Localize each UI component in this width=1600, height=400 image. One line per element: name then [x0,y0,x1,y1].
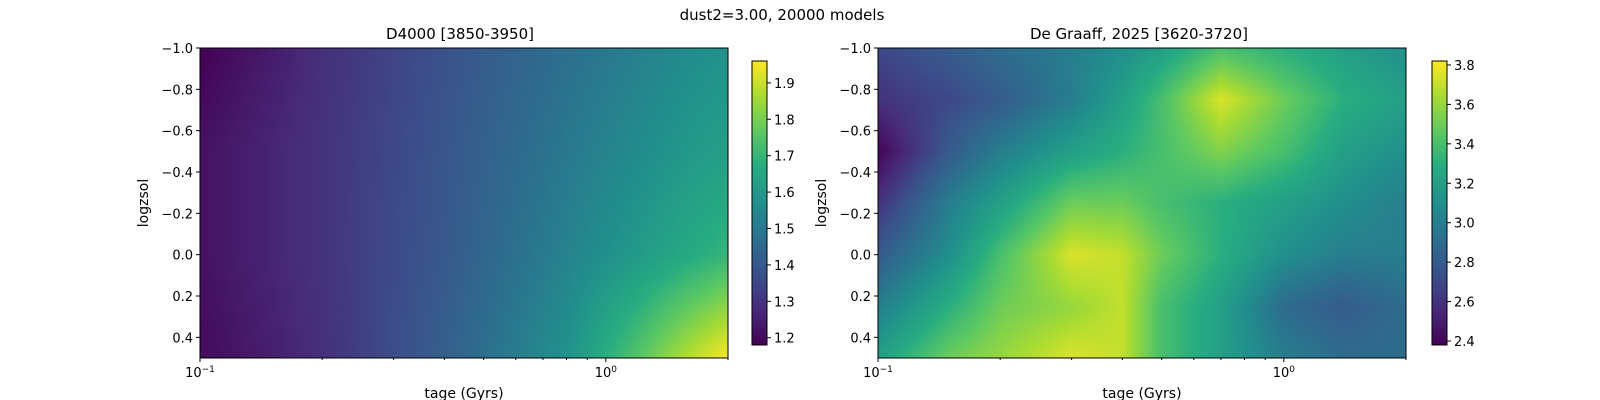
colorbar-tick-label: 3.2 [1454,177,1475,192]
x-axis: 10−1 100 [185,358,729,381]
y-tick-label: −0.6 [839,125,871,140]
colorbar-frame [751,60,768,346]
colorbar-tick-label: 2.8 [1454,256,1475,271]
heatmap-panel-degraaff: De Graaff, 2025 [3620-3720] −1.0 −0.8 −0.6… [814,25,1475,400]
y-axis-label: logzsol [814,179,830,227]
y-axis: −1.0 −0.8 −0.6 −0.4 −0.2 0.0 0.2 0.4 [839,42,878,346]
colorbar-tick-label: 3.4 [1454,138,1475,153]
figure-suptitle: dust2=3.00, 20000 models [680,6,885,24]
y-tick-label: 0.0 [850,249,871,264]
panel-title: D4000 [3850-3950] [386,25,534,43]
colorbar-tick-label: 2.4 [1454,335,1475,350]
y-tick-label: −0.2 [839,207,871,222]
heatmap-image [200,48,728,358]
plot-frame [199,47,729,359]
colorbar-tick-label: 2.6 [1454,296,1475,311]
x-tick-label: 100 [1273,365,1296,381]
heatmap-image [878,48,1406,358]
y-tick-label: −1.0 [161,42,193,57]
y-tick-label: −0.4 [839,166,871,181]
x-axis-label: tage (Gyrs) [424,386,503,400]
colorbar-frame [1431,60,1448,346]
y-tick-label: 0.4 [172,331,193,346]
plot-frame [877,47,1407,359]
y-axis-label: logzsol [136,179,152,227]
x-axis: 10−1 100 [863,358,1407,381]
colorbar-tick-label: 1.3 [774,295,795,310]
y-tick-label: −0.8 [161,83,193,98]
y-tick-label: 0.0 [172,249,193,264]
colorbar-tick-label: 1.4 [774,259,795,274]
x-tick-label: 10−1 [185,365,215,381]
x-axis-label: tage (Gyrs) [1102,386,1181,400]
x-tick-label: 100 [595,365,618,381]
colorbar-tick-label: 3.6 [1454,98,1475,113]
colorbar [1432,61,1447,345]
colorbar-tick-label: 1.9 [774,77,795,92]
colorbar-tick-label: 3.8 [1454,59,1475,74]
colorbar-tick-label: 1.8 [774,113,795,128]
y-tick-label: −0.4 [161,166,193,181]
colorbar-axis: 1.2 1.3 1.4 1.5 1.6 1.7 1.8 1.9 [767,77,795,347]
y-tick-label: −1.0 [839,42,871,57]
y-tick-label: 0.2 [850,290,871,305]
colorbar-tick-label: 1.7 [774,150,795,165]
y-tick-label: 0.4 [850,331,871,346]
x-tick-label: 10−1 [863,365,893,381]
colorbar-axis: 2.4 2.6 2.8 3.0 3.2 3.4 3.6 3.8 [1447,59,1475,350]
colorbar-tick-label: 3.0 [1454,217,1475,232]
colorbar-tick-label: 1.6 [774,186,795,201]
colorbar-tick-label: 1.5 [774,222,795,237]
y-tick-label: 0.2 [172,290,193,305]
y-tick-label: −0.2 [161,207,193,222]
y-tick-label: −0.6 [161,125,193,140]
colorbar [752,61,767,345]
colorbar-tick-label: 1.2 [774,332,795,347]
y-tick-label: −0.8 [839,83,871,98]
y-axis: −1.0 −0.8 −0.6 −0.4 −0.2 0.0 0.2 0.4 [161,42,200,346]
panel-title: De Graaff, 2025 [3620-3720] [1030,25,1248,43]
heatmap-panel-d4000: D4000 [3850-3950] −1.0 −0.8 −0.6 −0.4 −0.2 0.… [136,25,795,400]
